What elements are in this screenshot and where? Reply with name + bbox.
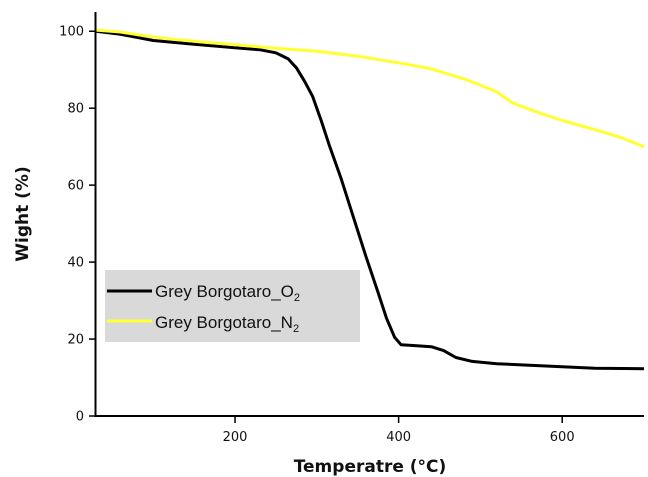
series-line-2 — [95, 28, 645, 149]
y-axis-title: Wight (%) — [13, 166, 33, 261]
legend: Grey Borgotaro_O2 Grey Borgotaro_N2 — [105, 270, 360, 342]
y-tick-label: 80 — [67, 102, 84, 117]
x-tick-label: 600 — [550, 430, 575, 445]
y-tick-label: 100 — [59, 25, 84, 40]
y-tick-label: 40 — [67, 256, 84, 271]
series-line-1 — [95, 29, 645, 371]
legend-label-series-2: Grey Borgotaro_N2 — [155, 313, 299, 335]
legend-box — [105, 270, 360, 342]
y-tick-label: 0 — [76, 410, 84, 425]
series-layer — [95, 28, 645, 371]
legend-label-series-1: Grey Borgotaro_O2 — [155, 282, 300, 304]
x-tick-label: 400 — [386, 430, 411, 445]
y-tick-label: 60 — [67, 179, 84, 194]
x-axis-title: Temperatre (°C) — [294, 457, 447, 477]
plot-area: 0 20 40 60 80 100 200 400 600 — [59, 12, 645, 445]
y-tick-label: 20 — [67, 333, 84, 348]
ticks-layer: 0 20 40 60 80 100 200 400 600 — [59, 25, 574, 445]
x-tick-label: 200 — [223, 430, 248, 445]
